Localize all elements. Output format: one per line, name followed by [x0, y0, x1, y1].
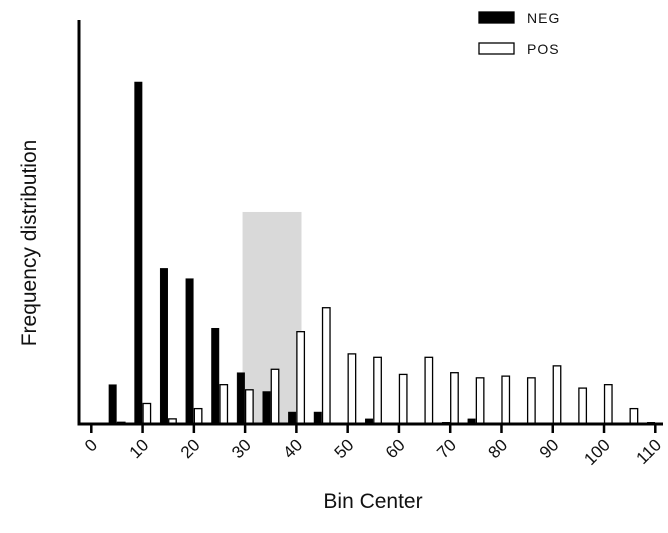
bar-pos-80 [501, 375, 511, 425]
x-tick-label-30: 30 [228, 435, 255, 462]
x-tick-label-50: 50 [331, 435, 358, 462]
bar-pos-45 [321, 307, 331, 425]
bar-pos-100 [603, 384, 613, 425]
bar-pos-55 [373, 356, 382, 425]
bar-pos-105 [629, 407, 639, 425]
bar-pos-85 [526, 377, 536, 425]
bar-pos-90 [552, 365, 562, 425]
bar-neg-45 [313, 411, 322, 425]
x-tick-label-10: 10 [126, 435, 153, 462]
bar-pos-40 [296, 331, 306, 425]
bar-pos-20 [193, 407, 203, 425]
x-tick-label-60: 60 [382, 435, 409, 462]
x-tick-label-90: 90 [536, 435, 563, 462]
legend-label-pos: POS [527, 41, 560, 57]
legend-label-neg: NEG [527, 10, 560, 26]
bar-pos-70 [450, 372, 459, 425]
bar-pos-30 [244, 389, 254, 425]
bar-neg-40 [288, 411, 297, 425]
bar-neg-35 [262, 391, 271, 425]
bar-pos-50 [347, 353, 357, 425]
x-tick-label-0: 0 [81, 435, 101, 455]
x-tick-label-20: 20 [177, 435, 204, 462]
bar-pos-10 [142, 402, 152, 425]
x-tick-label-40: 40 [279, 435, 306, 462]
legend-swatch-neg [478, 11, 515, 24]
x-tick-label-100: 100 [580, 435, 613, 468]
bar-pos-75 [475, 377, 485, 425]
bar-neg-15 [159, 268, 168, 425]
bar-neg-10 [134, 81, 143, 425]
x-axis-title: Bin Center [323, 490, 422, 513]
bar-pos-35 [270, 368, 280, 425]
y-axis-title: Frequency distribution [18, 140, 41, 347]
bar-neg-30 [236, 372, 245, 425]
legend: NEG POS [478, 10, 560, 57]
x-tick-label-110: 110 [633, 435, 666, 468]
legend-swatch-pos [478, 42, 515, 55]
bar-pos-95 [578, 387, 588, 425]
x-tick-label-70: 70 [433, 435, 460, 462]
bar-neg-25 [211, 327, 220, 425]
bar-pos-65 [424, 356, 434, 425]
bar-neg-5 [108, 384, 117, 425]
bar-pos-60 [398, 373, 408, 425]
x-tick-label-80: 80 [484, 435, 511, 462]
bar-neg-20 [185, 278, 194, 425]
bar-pos-25 [219, 384, 229, 425]
